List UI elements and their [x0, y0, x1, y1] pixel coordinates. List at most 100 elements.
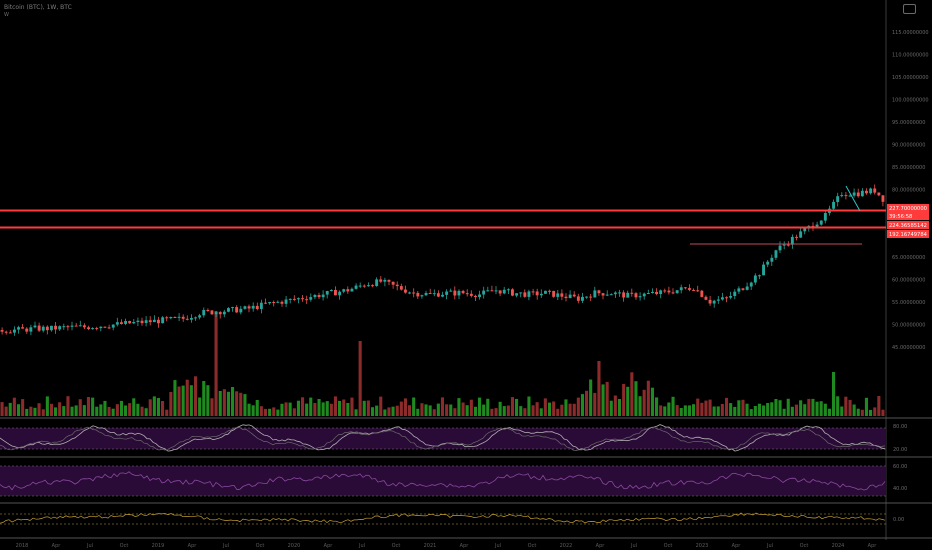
- volume-bar: [605, 381, 609, 416]
- volume-bar: [638, 396, 642, 416]
- candle-body: [391, 281, 395, 285]
- candle-body: [206, 310, 210, 311]
- volume-bar: [630, 372, 634, 416]
- candle-body: [486, 290, 490, 292]
- time-tick-label: Oct: [392, 543, 401, 549]
- volume-bar: [572, 403, 576, 416]
- volume-bar: [41, 409, 45, 416]
- candle-body: [539, 293, 543, 296]
- candle-body: [511, 289, 514, 296]
- volume-bar: [786, 398, 790, 416]
- candle-body: [548, 290, 551, 292]
- candle-body: [815, 224, 819, 228]
- candle-body: [642, 293, 646, 297]
- candle-body: [13, 329, 16, 333]
- price-tick-label: 55.00000000: [892, 300, 925, 306]
- volume-bar: [461, 402, 465, 416]
- candle-body: [45, 326, 49, 331]
- candle-body: [823, 213, 827, 221]
- candle-body: [634, 293, 638, 298]
- candle-body: [107, 327, 111, 329]
- time-tick-label: 2020: [288, 543, 301, 549]
- volume-bar: [366, 400, 370, 416]
- candle-body: [95, 328, 99, 330]
- volume-bar: [177, 386, 181, 416]
- volume-bar: [358, 341, 362, 416]
- time-tick-label: Apr: [188, 543, 198, 549]
- candle-body: [37, 325, 41, 331]
- chart-settings-button[interactable]: [903, 4, 916, 14]
- time-tick-label: 2018: [16, 543, 29, 549]
- candle-body: [749, 282, 753, 287]
- volume-bar: [140, 406, 144, 416]
- volume-bar: [99, 404, 103, 416]
- volume-bar: [778, 400, 782, 416]
- volume-bar: [0, 402, 4, 416]
- candle-body: [692, 290, 696, 291]
- volume-bar: [535, 402, 539, 416]
- candle-body: [721, 297, 724, 300]
- candle-body: [531, 291, 535, 293]
- candle-body: [181, 316, 185, 319]
- time-tick-label: 2023: [696, 543, 709, 549]
- candle-body: [74, 325, 78, 327]
- volume-bar: [111, 408, 115, 416]
- candle-body: [552, 290, 556, 297]
- volume-bar: [33, 407, 37, 416]
- volume-bar: [395, 405, 399, 416]
- candle-body: [778, 245, 782, 251]
- volume-bar: [4, 406, 8, 416]
- price-label-text: 227.70000000: [889, 206, 927, 212]
- time-tick-label: 2021: [424, 543, 437, 549]
- volume-bar: [560, 404, 564, 416]
- candle-body: [239, 308, 243, 313]
- volume-bar: [844, 396, 848, 416]
- stoch-d-line: [0, 426, 886, 451]
- time-tick-label: Oct: [256, 543, 265, 549]
- candle-body: [618, 292, 621, 294]
- candle-body: [544, 290, 547, 294]
- time-tick-label: Apr: [460, 543, 470, 549]
- volume-bar: [333, 396, 337, 416]
- volume-bar: [8, 402, 12, 416]
- volume-bar: [362, 400, 366, 416]
- candle-body: [202, 310, 206, 316]
- price-tick-label: 100.00000000: [892, 98, 929, 104]
- time-tick-label: 2019: [152, 543, 165, 549]
- volume-bar: [589, 379, 593, 416]
- time-tick-label: Apr: [52, 543, 62, 549]
- volume-bar: [482, 404, 486, 416]
- volume-bar: [239, 392, 243, 416]
- candle-body: [572, 294, 576, 297]
- candle-body: [313, 295, 317, 298]
- price-tick-label: 45.00000000: [892, 345, 925, 351]
- candle-body: [560, 293, 564, 297]
- candle-body: [478, 294, 481, 297]
- volume-bar: [132, 398, 136, 416]
- candle-body: [527, 291, 531, 297]
- volume-bar: [206, 385, 210, 416]
- volume-bar: [403, 398, 407, 416]
- candle-body: [128, 321, 132, 324]
- candle-body: [292, 298, 296, 300]
- candle-body: [774, 250, 778, 258]
- volume-bar: [782, 408, 786, 416]
- volume-bar: [753, 406, 757, 416]
- volume-bar: [877, 396, 881, 416]
- volume-bar: [696, 398, 700, 416]
- volume-bar: [383, 409, 387, 416]
- volume-bar: [17, 404, 21, 416]
- candle-body: [877, 192, 881, 196]
- volume-bar: [74, 405, 78, 416]
- candle-body: [41, 326, 45, 331]
- volume-bar: [622, 383, 626, 416]
- candle-body: [881, 195, 885, 202]
- volume-bar: [766, 403, 770, 416]
- volume-bar: [515, 398, 519, 416]
- volume-bar: [416, 408, 420, 416]
- volume-bar: [531, 405, 535, 416]
- volume-bar: [749, 409, 753, 416]
- candle-body: [120, 322, 123, 324]
- candle-body: [144, 320, 148, 323]
